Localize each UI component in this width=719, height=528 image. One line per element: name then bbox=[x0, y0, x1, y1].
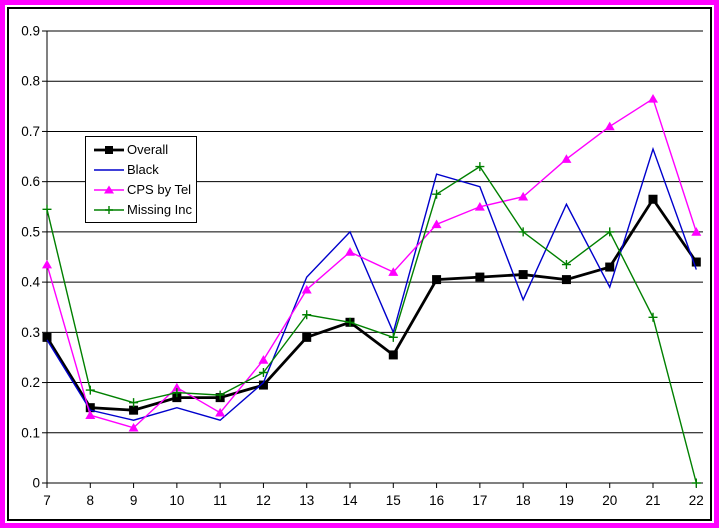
triangle-marker bbox=[518, 191, 529, 201]
overall-marker bbox=[172, 393, 182, 403]
y-tick-label: 0.4 bbox=[21, 275, 40, 290]
y-tick-label: 0.7 bbox=[21, 124, 40, 139]
legend-item-missing-inc: Missing Inc bbox=[93, 202, 196, 217]
overall-marker bbox=[648, 194, 658, 204]
triangle-marker bbox=[474, 201, 485, 211]
triangle-marker bbox=[301, 284, 312, 294]
y-tick-label: 0.5 bbox=[21, 224, 40, 239]
legend-key-triangle-icon bbox=[94, 185, 124, 193]
plus-marker bbox=[605, 227, 615, 237]
series-line-cps-by-tel bbox=[46, 97, 697, 429]
triangle-marker bbox=[691, 227, 702, 236]
x-tick-label: 7 bbox=[43, 493, 51, 508]
legend-label: CPS by Tel bbox=[127, 182, 192, 197]
x-tick-label: 19 bbox=[559, 493, 574, 508]
chart-panel bbox=[7, 7, 712, 521]
series-line-black bbox=[46, 146, 697, 422]
triangle-marker bbox=[85, 410, 96, 419]
overall-marker bbox=[561, 275, 571, 285]
x-tick-label: 12 bbox=[256, 493, 271, 508]
series-line-missing-inc bbox=[46, 165, 697, 484]
plus-marker bbox=[258, 368, 268, 378]
plus-marker bbox=[85, 385, 95, 395]
plus-marker bbox=[648, 312, 658, 322]
triangle-marker bbox=[215, 407, 226, 417]
plus-marker bbox=[215, 390, 225, 400]
triangle-marker bbox=[171, 382, 182, 392]
legend-key-plus-icon bbox=[94, 205, 124, 214]
plus-marker bbox=[518, 227, 528, 237]
y-tick-label: 0.1 bbox=[21, 425, 40, 440]
x-tick-label: 15 bbox=[386, 493, 401, 508]
overall-marker bbox=[258, 380, 268, 390]
legend-item-cps-by-tel: CPS by Tel bbox=[93, 182, 196, 197]
y-tick-label: 0.2 bbox=[21, 375, 40, 390]
x-tick-label: 10 bbox=[169, 493, 184, 508]
plus-marker bbox=[302, 310, 312, 320]
legend-item-overall: Overall bbox=[93, 142, 196, 157]
legend-key-square-icon bbox=[94, 145, 124, 154]
triangle-marker bbox=[42, 259, 52, 269]
legend-label: Overall bbox=[127, 142, 169, 157]
x-tick-label: 16 bbox=[429, 493, 444, 508]
overall-marker bbox=[691, 257, 701, 267]
plus-marker bbox=[475, 162, 485, 172]
x-tick-label: 18 bbox=[516, 493, 531, 508]
x-tick-label: 13 bbox=[299, 493, 314, 508]
overall-marker bbox=[605, 262, 615, 272]
overall-marker bbox=[302, 332, 312, 342]
triangle-marker bbox=[128, 422, 139, 432]
overall-marker bbox=[42, 332, 52, 342]
y-tick-label: 0.3 bbox=[21, 325, 40, 340]
x-tick-label: 20 bbox=[602, 493, 617, 508]
y-tick-label: 0.6 bbox=[21, 174, 40, 189]
plus-marker bbox=[42, 204, 52, 214]
x-tick-label: 21 bbox=[645, 493, 660, 508]
legend-key-none-icon bbox=[94, 168, 124, 171]
overall-marker bbox=[432, 275, 442, 285]
legend-label: Missing Inc bbox=[127, 202, 193, 217]
triangle-marker bbox=[431, 219, 442, 229]
x-tick-label: 17 bbox=[472, 493, 487, 508]
plus-marker bbox=[172, 388, 182, 398]
overall-marker bbox=[129, 405, 139, 415]
legend-item-black: Black bbox=[93, 162, 196, 177]
y-tick-label: 0.9 bbox=[21, 24, 40, 39]
plus-marker bbox=[561, 260, 571, 270]
legend-label: Black bbox=[127, 162, 159, 177]
x-tick-label: 9 bbox=[130, 493, 138, 508]
plus-marker bbox=[388, 332, 398, 342]
series-line-overall bbox=[45, 196, 698, 412]
triangle-marker bbox=[648, 94, 659, 103]
triangle-marker bbox=[345, 247, 356, 256]
overall-marker bbox=[475, 272, 485, 282]
legend: Overall Black CPS by Tel Missing Inc bbox=[85, 136, 197, 223]
y-tick-label: 0 bbox=[32, 476, 40, 491]
x-tick-label: 8 bbox=[87, 493, 95, 508]
plus-marker bbox=[345, 317, 355, 327]
triangle-marker bbox=[258, 355, 269, 364]
overall-marker bbox=[518, 270, 528, 280]
triangle-marker bbox=[388, 267, 399, 276]
triangle-marker bbox=[561, 154, 572, 163]
x-tick-label: 22 bbox=[689, 493, 704, 508]
plus-marker bbox=[432, 189, 442, 199]
overall-marker bbox=[85, 403, 95, 413]
triangle-marker bbox=[604, 121, 615, 131]
plus-marker bbox=[691, 478, 701, 488]
x-tick-label: 14 bbox=[342, 493, 358, 508]
x-tick-label: 11 bbox=[213, 493, 227, 508]
plus-marker bbox=[129, 398, 139, 408]
y-tick-label: 0.8 bbox=[21, 74, 40, 89]
overall-marker bbox=[388, 350, 398, 360]
